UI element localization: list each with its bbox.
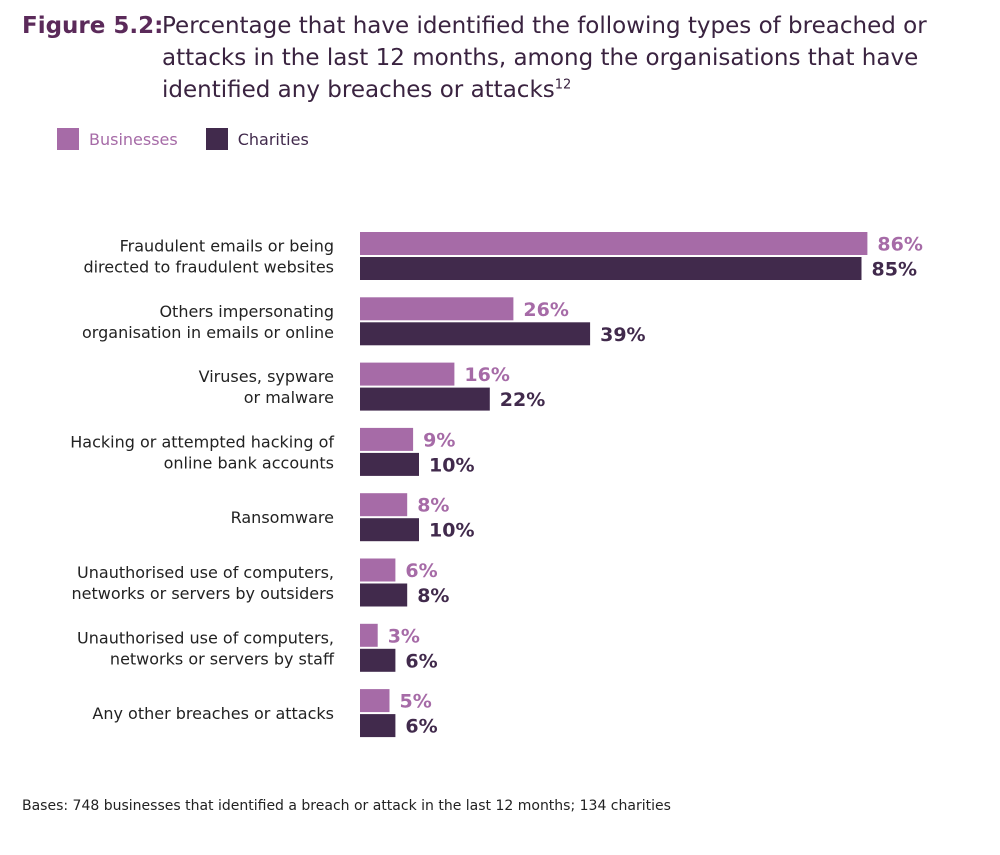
title-superscript: 12: [554, 77, 572, 93]
value-label-charities: 39%: [600, 324, 645, 346]
bar-businesses: [360, 689, 390, 713]
bar-businesses: [360, 427, 414, 451]
value-label-businesses: 5%: [400, 691, 432, 713]
legend-item-businesses: Businesses: [57, 128, 178, 150]
value-label-charities: 8%: [417, 585, 449, 607]
category-label: networks or servers by outsiders: [71, 584, 334, 603]
bar-charities: [360, 387, 490, 411]
value-label-businesses: 9%: [423, 429, 455, 451]
legend-label-charities: Charities: [237, 129, 309, 149]
footnote: Bases: 748 businesses that identified a …: [22, 798, 671, 814]
bar-businesses: [360, 623, 378, 647]
category-label: Any other breaches or attacks: [92, 704, 334, 723]
value-label-businesses: 8%: [417, 495, 449, 517]
bar-chart: Fraudulent emails or being directed to fr…: [70, 232, 923, 738]
legend-label-businesses: Businesses: [89, 129, 178, 149]
bar-charities: [360, 452, 419, 476]
category-label: Others impersonating: [159, 302, 334, 321]
bar-charities: [360, 648, 396, 672]
title-line-3: identified any breaches or attacks12: [162, 74, 982, 106]
category-label: or malware: [244, 388, 334, 407]
bar-charities: [360, 257, 862, 280]
category-label: Unauthorised use of computers,: [77, 628, 334, 647]
bar-charities: [360, 714, 396, 738]
bar-charities: [360, 583, 408, 607]
category-label: networks or servers by staff: [110, 649, 335, 668]
value-label-businesses: 26%: [523, 299, 568, 321]
value-label-businesses: 3%: [388, 625, 420, 647]
legend: Businesses Charities: [57, 127, 337, 151]
value-label-charities: 6%: [405, 716, 437, 738]
bar-businesses: [360, 362, 455, 386]
category-label: Ransomware: [231, 508, 334, 527]
figure-number: Figure 5.2:: [22, 13, 164, 39]
bar-businesses: [360, 297, 514, 321]
title-line-2: attacks in the last 12 months, among the…: [162, 45, 919, 71]
category-label: Unauthorised use of computers,: [77, 563, 334, 582]
category-label: Fraudulent emails or being: [120, 237, 334, 256]
bar-businesses: [360, 558, 396, 582]
legend-item-charities: Charities: [205, 128, 309, 150]
bar-charities: [360, 518, 419, 542]
title-line-3-text: identified any breaches or attacks: [162, 77, 555, 103]
value-label-charities: 6%: [405, 650, 437, 672]
category-label: organisation in emails or online: [82, 323, 334, 342]
category-label: Hacking or attempted hacking of: [70, 432, 334, 451]
legend-swatch-businesses: [57, 128, 79, 150]
value-label-charities: 22%: [500, 389, 545, 411]
category-label: online bank accounts: [164, 453, 334, 472]
bar-businesses: [360, 232, 868, 255]
category-label: Viruses, sypware: [199, 367, 334, 386]
title-line-1: Percentage that have identified the foll…: [162, 13, 927, 39]
bar-charities: [360, 322, 591, 346]
title-text: Percentage that have identified the foll…: [162, 10, 982, 106]
value-label-businesses: 16%: [464, 364, 509, 386]
bar-businesses: [360, 493, 408, 517]
value-label-businesses: 86%: [877, 234, 922, 256]
value-label-businesses: 6%: [405, 560, 437, 582]
value-label-charities: 10%: [429, 454, 474, 476]
value-label-charities: 85%: [872, 259, 917, 281]
value-label-charities: 10%: [429, 520, 474, 542]
category-label: directed to fraudulent websites: [83, 258, 334, 277]
legend-swatch-charities: [205, 128, 228, 150]
